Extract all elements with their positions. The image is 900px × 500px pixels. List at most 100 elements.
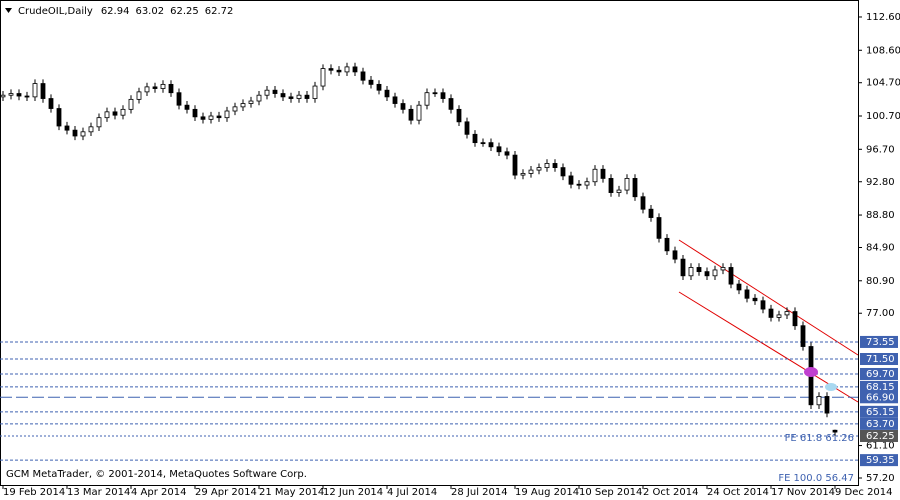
level-box xyxy=(860,367,898,380)
candle-body xyxy=(600,168,606,179)
level-label: 66.90 xyxy=(866,392,895,403)
candle-body xyxy=(104,111,110,119)
level-box xyxy=(860,405,898,418)
candle-body xyxy=(56,108,62,127)
y-tick-label: 104.70 xyxy=(866,78,900,89)
level-label: 59.35 xyxy=(866,455,895,466)
candle-body xyxy=(488,142,494,148)
candle-body xyxy=(248,100,254,104)
candle-body xyxy=(376,83,382,91)
candle-body xyxy=(736,283,742,291)
x-tick-label: 13 Mar 2014 xyxy=(67,487,130,498)
candle-body xyxy=(288,96,294,99)
candle-body xyxy=(744,289,750,299)
candle-body xyxy=(624,178,630,191)
level-label: 71.50 xyxy=(866,354,895,365)
footer: GCM MetaTrader, © 2001-2014, MetaQuotes … xyxy=(6,469,307,480)
candle-body xyxy=(16,93,22,97)
candle-body xyxy=(88,126,94,133)
x-tick-label: 4 Jul 2014 xyxy=(387,487,437,498)
candle-body xyxy=(816,396,822,406)
header-value: 62.72 xyxy=(205,6,234,17)
price-label: 62.25 xyxy=(866,431,895,442)
x-tick-label: 2 Oct 2014 xyxy=(643,487,698,498)
candle-body xyxy=(416,104,422,121)
x-tick-label: 12 Jun 2014 xyxy=(323,487,383,498)
header-value: 62.25 xyxy=(170,6,199,17)
level-label: 68.15 xyxy=(866,382,895,393)
candle-body xyxy=(464,121,470,135)
y-tick-label: 61.10 xyxy=(866,441,895,452)
candle-body xyxy=(448,98,454,110)
candle-body xyxy=(720,267,726,271)
level-label: 69.70 xyxy=(866,369,895,380)
candle-body xyxy=(496,146,502,153)
header-value: 62.94 xyxy=(101,6,130,17)
candle-body xyxy=(512,154,518,176)
candle-body xyxy=(64,125,70,131)
candle-body xyxy=(824,396,830,414)
y-tick-label: 88.80 xyxy=(866,210,895,221)
y-tick-label: 57.20 xyxy=(866,473,895,484)
level-box xyxy=(860,353,898,366)
candle-body xyxy=(344,66,350,73)
candle-body xyxy=(568,175,574,185)
marker xyxy=(825,383,837,391)
candle-body xyxy=(208,115,214,120)
candle-body xyxy=(168,83,174,94)
candle-body xyxy=(240,103,246,108)
level-box xyxy=(860,335,898,348)
candle-body xyxy=(456,108,462,123)
candle-body xyxy=(152,86,158,89)
x-tick-label: 9 Dec 2014 xyxy=(835,487,893,498)
x-tick-label: 21 May 2014 xyxy=(259,487,324,498)
price-box xyxy=(860,429,898,442)
annotation: FE 61.8 61.26 xyxy=(785,433,854,444)
plot-frame xyxy=(0,0,859,486)
candle-body xyxy=(584,181,590,186)
candle-body xyxy=(200,116,206,120)
level-box xyxy=(860,391,898,404)
candle-body xyxy=(672,250,678,260)
candle-body xyxy=(616,189,622,193)
candle-body xyxy=(24,95,30,98)
candle-body xyxy=(560,167,566,177)
candle-body xyxy=(80,131,86,137)
candle-body xyxy=(296,94,302,99)
candle-body xyxy=(184,104,190,110)
candle-body xyxy=(392,96,398,104)
level-label: 65.15 xyxy=(866,407,895,418)
menu-arrow[interactable] xyxy=(5,8,12,13)
candle-body xyxy=(0,94,6,98)
candle-body xyxy=(648,208,654,218)
candle-body xyxy=(72,129,78,137)
candle-body xyxy=(608,178,614,193)
candle-body xyxy=(800,325,806,347)
x-tick-label: 24 Oct 2014 xyxy=(707,487,769,498)
candle-body xyxy=(272,89,278,94)
candle-body xyxy=(696,267,702,273)
candle-body xyxy=(760,300,766,310)
x-tick-label: 29 Apr 2014 xyxy=(195,487,257,498)
candle-body xyxy=(712,269,718,277)
header-value: 63.02 xyxy=(135,6,164,17)
candle-body xyxy=(96,117,102,128)
candle-body xyxy=(832,429,838,433)
y-tick-label: 77.00 xyxy=(866,308,895,319)
candle-body xyxy=(528,169,534,174)
x-tick-label: 19 Feb 2014 xyxy=(3,487,65,498)
candle-body xyxy=(336,69,342,73)
candle-body xyxy=(312,85,318,99)
candle-body xyxy=(784,311,790,316)
candle-body xyxy=(640,196,646,210)
candle-body xyxy=(792,311,798,327)
candle-body xyxy=(40,83,46,99)
channel-upper xyxy=(678,239,859,356)
candle-body xyxy=(48,98,54,109)
candle-body xyxy=(176,92,182,106)
y-tick-label: 100.70 xyxy=(866,111,900,122)
candle-body xyxy=(120,108,126,116)
marker xyxy=(804,367,818,377)
